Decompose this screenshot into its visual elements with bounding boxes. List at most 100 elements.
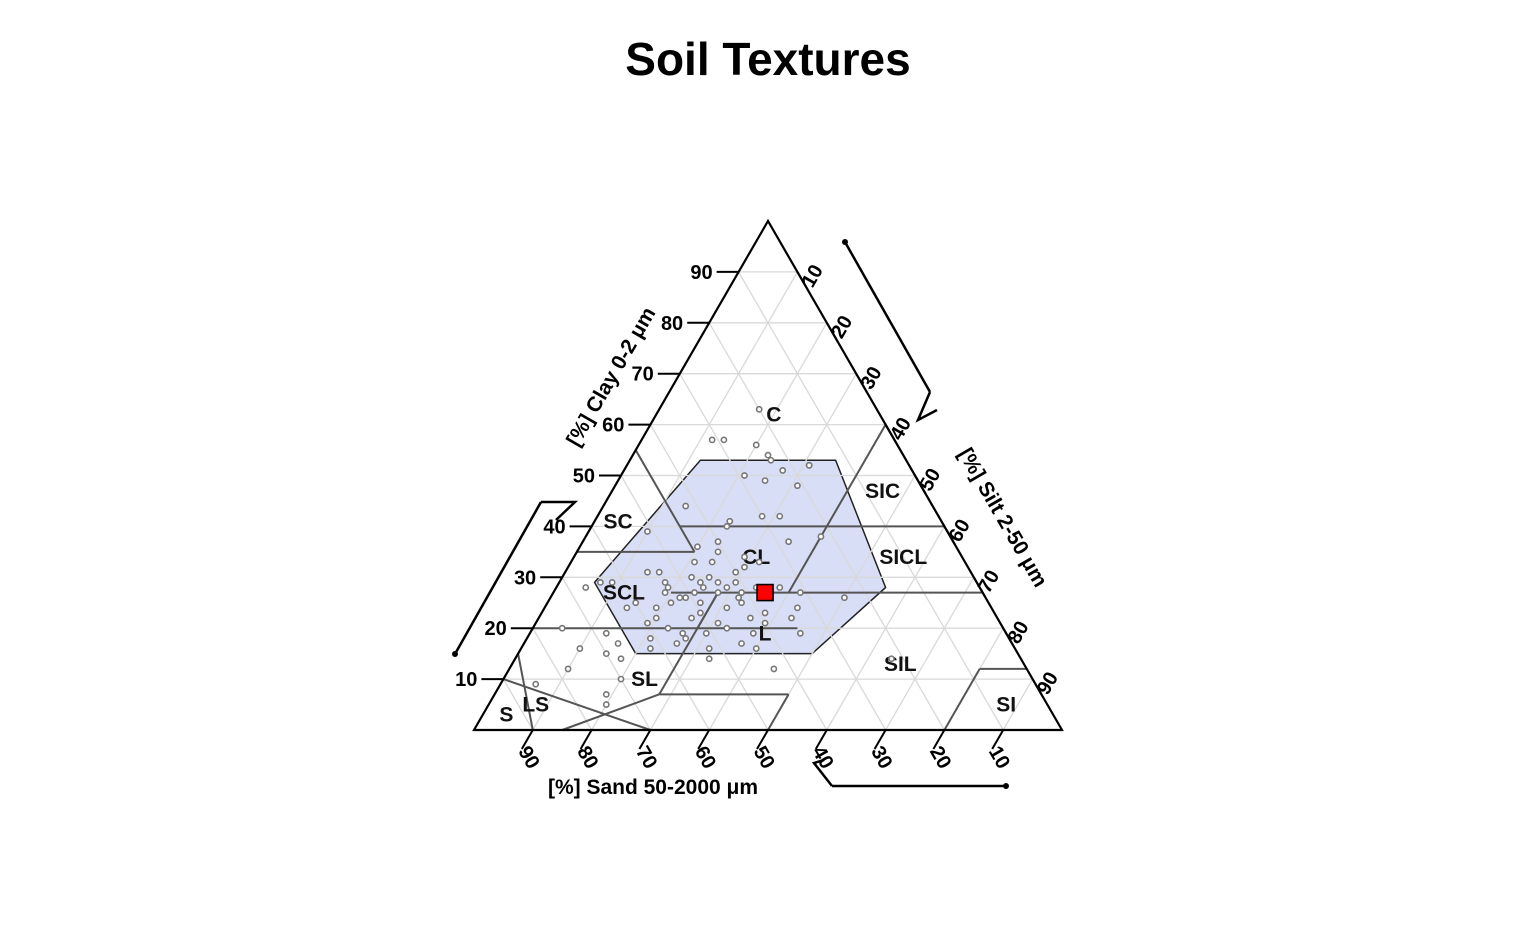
sample-point [664, 584, 672, 591]
texture-class-label: SIL [884, 653, 917, 676]
sand-tick-label: 90 [513, 743, 543, 773]
silt-tick [825, 322, 839, 343]
sample-point [817, 533, 825, 540]
sample-point [705, 645, 713, 652]
sample-point [741, 563, 748, 571]
highlight-region [593, 459, 887, 655]
sample-point [714, 548, 722, 556]
clay-tick-label: 70 [632, 364, 654, 386]
sand-tick-label: 80 [572, 743, 602, 773]
class-boundary [503, 678, 651, 731]
silt-tick [796, 271, 810, 292]
texture-class-label: LS [522, 694, 549, 717]
silt-tick-label: 10 [798, 261, 828, 291]
sand-tick [638, 729, 652, 750]
sample-point [732, 568, 740, 576]
sample-point [676, 594, 684, 602]
sample-point [652, 614, 660, 622]
sample-point [582, 584, 590, 591]
sample-point [723, 604, 731, 612]
silt-tick [914, 474, 927, 496]
grid-line [826, 526, 945, 731]
sample-point [785, 538, 792, 546]
sample-point [788, 614, 795, 622]
class-boundary [767, 693, 790, 731]
sand-arrow-head [811, 758, 833, 787]
clay-tick-label: 60 [602, 415, 624, 437]
texture-class-label: SC [603, 510, 632, 533]
sample-point [714, 589, 722, 596]
silt-direction-arrow [843, 241, 932, 393]
sample-point [673, 640, 681, 647]
class-boundary [561, 693, 660, 731]
sample-point [691, 558, 698, 566]
silt-arrow-head [915, 391, 938, 423]
silt-tick-label: 30 [856, 363, 886, 393]
sample-point [644, 619, 651, 627]
texture-class-label: L [759, 622, 772, 645]
sample-point [708, 558, 716, 566]
sample-point [776, 512, 784, 520]
sample-point [564, 665, 572, 673]
texture-class-label: SCL [603, 582, 645, 605]
sample-point [779, 467, 787, 474]
clay-tick-label: 20 [485, 618, 507, 640]
silt-tick [855, 373, 869, 394]
sample-point [602, 690, 610, 698]
sample-point [752, 645, 760, 652]
silt-tick-label: 90 [1033, 668, 1063, 698]
sample-point [794, 482, 801, 490]
grid-line [885, 576, 975, 731]
sand-tick-label: 10 [984, 743, 1014, 773]
sample-point [696, 578, 704, 586]
sample-point [558, 624, 566, 632]
sand-tick-label: 40 [807, 743, 837, 773]
sample-point [749, 629, 757, 637]
silt-tick [943, 525, 957, 546]
clay-tick-label: 90 [690, 262, 712, 284]
texture-class-label: SICL [879, 546, 927, 569]
sample-point [661, 589, 669, 596]
sample-point [602, 650, 610, 658]
sample-point [726, 517, 734, 525]
sample-point [714, 619, 722, 627]
sample-point [735, 594, 742, 602]
sample-point [614, 640, 622, 647]
silt-arrow-tail [842, 239, 848, 245]
sample-point [661, 578, 669, 586]
sample-point [602, 701, 610, 708]
sand-tick [697, 729, 711, 750]
texture-class-label: S [499, 704, 513, 727]
class-boundary [678, 525, 696, 553]
class-boundary [634, 449, 681, 527]
grid-line [738, 271, 1004, 731]
sample-point [714, 578, 722, 586]
silt-tick [972, 576, 986, 597]
sample-point [720, 436, 728, 444]
sample-point [667, 599, 675, 607]
mean-marker [756, 583, 774, 602]
sample-point [632, 599, 640, 607]
texture-class-label: SIC [865, 480, 900, 503]
sand-tick-label: 70 [631, 743, 661, 773]
sand-tick [579, 729, 593, 750]
chart-title: Soil Textures [625, 33, 911, 85]
sample-point [794, 604, 801, 612]
texture-class-label: SL [631, 668, 658, 691]
class-boundary [825, 424, 887, 527]
sample-point [702, 629, 710, 637]
sample-point [738, 589, 745, 596]
sand-tick [520, 729, 534, 750]
sample-point [664, 624, 672, 632]
class-boundary [943, 668, 981, 731]
sample-point [758, 512, 766, 520]
sample-point [888, 655, 895, 663]
sample-point [705, 573, 713, 581]
silt-tick-label: 60 [945, 516, 975, 546]
silt-tick [1031, 678, 1045, 699]
sample-point [738, 599, 745, 607]
sand-tick-label: 50 [749, 743, 779, 773]
sample-point [682, 502, 690, 510]
sample-point [708, 436, 716, 444]
sample-point [602, 629, 610, 637]
